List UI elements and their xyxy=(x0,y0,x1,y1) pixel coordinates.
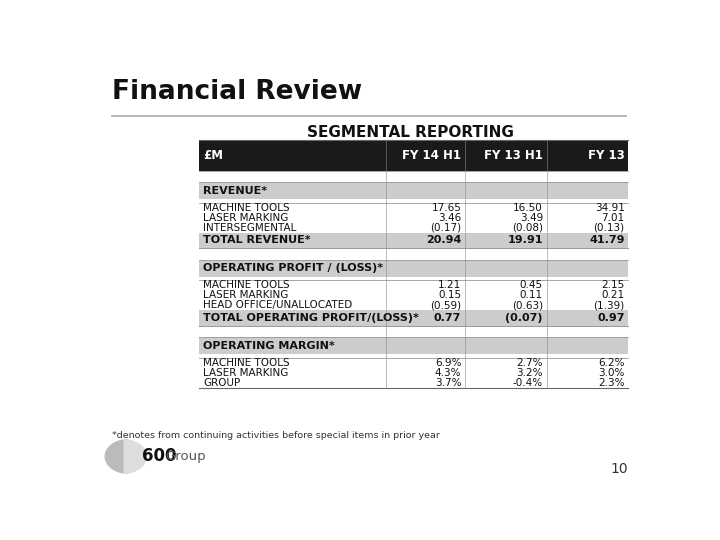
Bar xyxy=(386,338,629,354)
Text: FY 13: FY 13 xyxy=(588,148,624,162)
Bar xyxy=(199,338,386,354)
Text: 3.2%: 3.2% xyxy=(516,368,543,377)
Text: Financial Review: Financial Review xyxy=(112,79,362,105)
Bar xyxy=(199,326,629,338)
Text: LASER MARKING: LASER MARKING xyxy=(203,290,289,300)
Text: TOTAL REVENUE*: TOTAL REVENUE* xyxy=(203,235,311,246)
Text: 2.7%: 2.7% xyxy=(516,357,543,368)
Text: SEGMENTAL REPORTING: SEGMENTAL REPORTING xyxy=(307,125,514,140)
Text: *denotes from continuing activities before special items in prior year: *denotes from continuing activities befo… xyxy=(112,431,440,440)
Bar xyxy=(199,248,629,260)
Text: INTERSEGMENTAL: INTERSEGMENTAL xyxy=(203,222,297,233)
Text: (0.17): (0.17) xyxy=(430,222,462,233)
Text: 3.49: 3.49 xyxy=(520,213,543,222)
Wedge shape xyxy=(104,439,128,474)
Text: 0.97: 0.97 xyxy=(597,313,624,323)
Text: 34.91: 34.91 xyxy=(595,202,624,213)
Text: 10: 10 xyxy=(611,462,629,476)
Text: 600: 600 xyxy=(142,448,176,465)
Text: 4.3%: 4.3% xyxy=(435,368,462,377)
Wedge shape xyxy=(124,439,147,474)
Text: (0.59): (0.59) xyxy=(430,300,462,310)
Text: Group: Group xyxy=(166,450,206,463)
Text: 3.0%: 3.0% xyxy=(598,368,624,377)
Text: 2.15: 2.15 xyxy=(601,280,624,290)
Bar xyxy=(199,310,629,326)
Text: 0.77: 0.77 xyxy=(434,313,462,323)
Text: 16.50: 16.50 xyxy=(513,202,543,213)
Text: 20.94: 20.94 xyxy=(426,235,462,246)
Text: 6.2%: 6.2% xyxy=(598,357,624,368)
Text: 7.01: 7.01 xyxy=(601,213,624,222)
Bar xyxy=(199,202,629,233)
Text: (0.08): (0.08) xyxy=(512,222,543,233)
Text: 41.79: 41.79 xyxy=(589,235,624,246)
Text: (0.07): (0.07) xyxy=(505,313,543,323)
Text: TOTAL OPERATING PROFIT/(LOSS)*: TOTAL OPERATING PROFIT/(LOSS)* xyxy=(203,313,419,323)
Text: 3.7%: 3.7% xyxy=(435,377,462,388)
Bar xyxy=(199,171,629,183)
Bar xyxy=(199,140,629,171)
Bar xyxy=(199,233,629,248)
Text: 0.45: 0.45 xyxy=(520,280,543,290)
Bar xyxy=(386,183,629,199)
Bar xyxy=(199,199,629,202)
Text: OPERATING MARGIN*: OPERATING MARGIN* xyxy=(203,341,335,351)
Text: HEAD OFFICE/UNALLOCATED: HEAD OFFICE/UNALLOCATED xyxy=(203,300,353,310)
Text: 0.21: 0.21 xyxy=(601,290,624,300)
Bar xyxy=(386,260,629,276)
Text: FY 13 H1: FY 13 H1 xyxy=(484,148,543,162)
Bar xyxy=(199,260,386,276)
Text: GROUP: GROUP xyxy=(203,377,240,388)
Text: FY 14 H1: FY 14 H1 xyxy=(402,148,462,162)
Text: (1.39): (1.39) xyxy=(593,300,624,310)
Bar xyxy=(199,276,629,280)
Text: 17.65: 17.65 xyxy=(431,202,462,213)
Text: 2.3%: 2.3% xyxy=(598,377,624,388)
Text: MACHINE TOOLS: MACHINE TOOLS xyxy=(203,280,290,290)
Bar xyxy=(199,280,629,310)
Text: 19.91: 19.91 xyxy=(508,235,543,246)
Text: REVENUE*: REVENUE* xyxy=(203,186,267,196)
Text: LASER MARKING: LASER MARKING xyxy=(203,368,289,377)
Text: 6.9%: 6.9% xyxy=(435,357,462,368)
Text: 0.15: 0.15 xyxy=(438,290,462,300)
Text: -0.4%: -0.4% xyxy=(513,377,543,388)
Text: LASER MARKING: LASER MARKING xyxy=(203,213,289,222)
Bar xyxy=(199,357,629,388)
Text: OPERATING PROFIT / (LOSS)*: OPERATING PROFIT / (LOSS)* xyxy=(203,264,383,273)
Text: MACHINE TOOLS: MACHINE TOOLS xyxy=(203,202,290,213)
Text: 1.21: 1.21 xyxy=(438,280,462,290)
Text: £M: £M xyxy=(203,148,223,162)
Text: (0.13): (0.13) xyxy=(593,222,624,233)
Bar xyxy=(199,354,629,357)
Text: 0.11: 0.11 xyxy=(520,290,543,300)
Text: 3.46: 3.46 xyxy=(438,213,462,222)
Text: (0.63): (0.63) xyxy=(512,300,543,310)
Text: MACHINE TOOLS: MACHINE TOOLS xyxy=(203,357,290,368)
Bar xyxy=(199,183,386,199)
